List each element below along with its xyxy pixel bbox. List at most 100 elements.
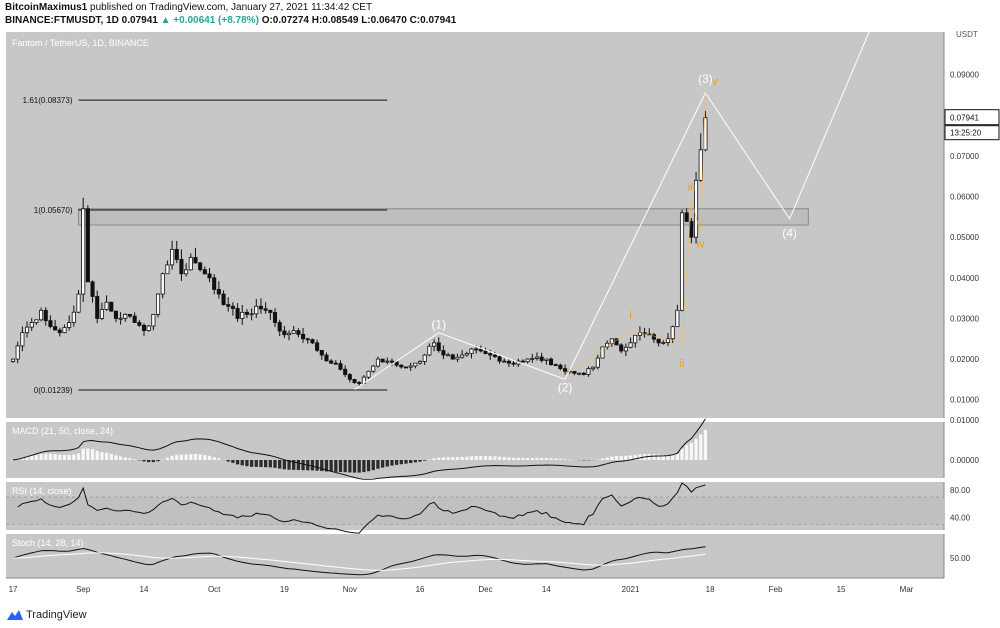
pane-stoch-axis-bg	[944, 534, 1000, 578]
candle	[170, 248, 175, 266]
macd-histogram-bar	[596, 459, 600, 460]
candle	[85, 208, 90, 283]
candle	[10, 358, 16, 362]
macd-histogram-bar	[203, 454, 207, 460]
y-axis-unit: USDT	[956, 30, 978, 39]
tradingview-brand[interactable]: TradingView	[26, 609, 87, 621]
macd-histogram-bar	[446, 457, 450, 460]
macd-histogram-bar	[371, 460, 375, 471]
macd-histogram-bar	[479, 455, 483, 460]
x-tick-label: 16	[416, 585, 425, 594]
macd-histogram-bar	[413, 460, 417, 463]
fib-level-label: 1(0.05670)	[34, 206, 73, 215]
macd-histogram-bar	[404, 460, 408, 464]
tradingview-logo-icon[interactable]	[6, 608, 24, 622]
candle	[258, 305, 264, 310]
indicator-signal-stoch	[12, 552, 706, 571]
countdown-label: 13:25:20	[950, 129, 982, 138]
wave-label: (2)	[558, 381, 573, 395]
macd-histogram-bar	[11, 460, 15, 461]
macd-histogram-bar	[44, 453, 48, 460]
macd-histogram-bar	[292, 460, 296, 470]
macd-histogram-bar	[329, 460, 333, 472]
publisher-name[interactable]: BitcoinMaximus1	[5, 2, 88, 13]
indicator-line-stoch	[12, 546, 706, 576]
macd-histogram-bar	[483, 455, 488, 460]
x-tick-label: 14	[542, 585, 551, 594]
macd-histogram-bar	[357, 460, 361, 473]
candle	[141, 324, 147, 332]
ohlc-values: O:0.07274 H:0.08549 L:0.06470 C:0.07941	[261, 15, 457, 26]
macd-histogram-bar	[600, 458, 605, 460]
candle	[67, 322, 72, 328]
macd-histogram-bar	[58, 454, 62, 460]
pane-stoch-bg	[6, 534, 944, 578]
macd-histogram-bar	[488, 456, 492, 460]
candle	[53, 326, 58, 331]
macd-histogram-bar	[151, 460, 156, 463]
candle	[296, 330, 301, 335]
candle	[413, 362, 418, 367]
x-tick-label: Oct	[208, 585, 221, 594]
macd-histogram-bar	[20, 458, 25, 460]
macd-histogram-bar	[165, 457, 170, 460]
candle	[216, 289, 221, 295]
macd-histogram-bar	[212, 457, 216, 460]
candle	[422, 354, 427, 362]
macd-histogram-bar	[376, 460, 380, 469]
price-chart[interactable]: Fantom / TetherUS, 1D, BINANCE USDT 0.0100…	[0, 30, 1000, 602]
macd-histogram-bar	[441, 457, 446, 460]
pane-macd-axis-bg	[944, 422, 1000, 478]
macd-histogram-bar	[493, 456, 497, 460]
macd-histogram-bar	[156, 460, 160, 462]
macd-histogram-bar	[133, 459, 137, 460]
macd-histogram-bar	[409, 460, 413, 464]
candle	[315, 342, 320, 351]
macd-histogram-bar	[647, 453, 651, 460]
macd-histogram-bar	[390, 460, 394, 466]
price-change: ▲ +0.00641 (+8.78%)	[160, 15, 259, 26]
candle	[436, 342, 441, 351]
chart-header: BitcoinMaximus1 published on TradingView…	[0, 0, 1000, 30]
y-tick-label: 0.03000	[950, 314, 979, 323]
indicator-line-rsi	[17, 482, 706, 534]
candle	[441, 350, 446, 356]
macd-histogram-bar	[675, 453, 679, 460]
wave-label: iii	[688, 181, 695, 193]
candle	[450, 354, 455, 360]
wave-label: (1)	[431, 318, 446, 332]
candle	[160, 273, 165, 295]
candle	[661, 342, 666, 344]
candle	[249, 313, 254, 316]
candle	[25, 326, 30, 334]
macd-histogram-bar	[366, 460, 371, 472]
countdown-box	[944, 125, 1000, 141]
wave-label: i	[629, 309, 631, 321]
macd-histogram-bar	[193, 453, 198, 460]
macd-histogram-bar	[53, 454, 57, 460]
candle	[698, 149, 703, 181]
candle	[352, 378, 357, 383]
macd-histogram-bar	[544, 457, 548, 460]
candle	[118, 317, 123, 320]
macd-histogram-bar	[399, 460, 403, 465]
candle	[460, 354, 465, 358]
macd-histogram-bar	[563, 459, 567, 460]
last-price-box	[944, 109, 1000, 126]
candle	[137, 322, 142, 326]
candle	[338, 363, 343, 370]
macd-histogram-bar	[147, 460, 151, 463]
candle	[525, 358, 530, 363]
macd-histogram-bar	[296, 460, 301, 470]
candle	[385, 360, 390, 363]
macd-histogram-bar	[656, 454, 661, 460]
resistance-zone	[78, 208, 809, 226]
last-price-label: 0.07941	[950, 114, 979, 123]
candle	[329, 360, 334, 364]
candle	[553, 364, 558, 367]
macd-histogram-bar	[81, 448, 85, 460]
candle	[39, 309, 44, 321]
candle	[20, 332, 25, 347]
macd-histogram-bar	[338, 460, 343, 472]
symbol: BINANCE:FTMUSDT, 1D	[5, 15, 119, 26]
